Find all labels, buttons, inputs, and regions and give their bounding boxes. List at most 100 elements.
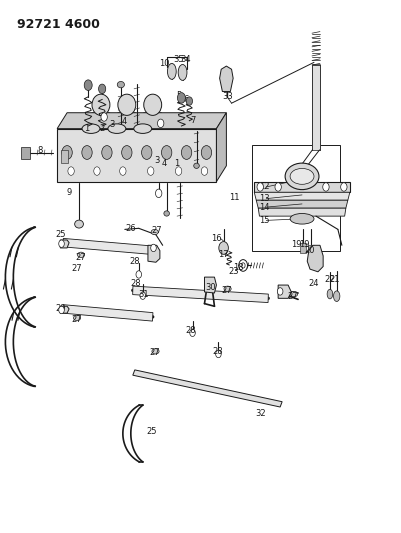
Ellipse shape	[75, 220, 83, 228]
Text: 28: 28	[212, 347, 223, 356]
Bar	[300, 243, 306, 253]
Text: 27: 27	[222, 286, 233, 295]
Circle shape	[82, 146, 92, 159]
Polygon shape	[60, 306, 69, 313]
Circle shape	[257, 183, 263, 191]
Polygon shape	[148, 245, 160, 262]
Text: 12: 12	[259, 182, 269, 191]
Text: 7: 7	[190, 116, 195, 125]
Text: 15: 15	[259, 216, 269, 225]
Polygon shape	[133, 286, 268, 303]
Circle shape	[59, 240, 64, 247]
Text: 28: 28	[130, 257, 140, 265]
Circle shape	[241, 263, 245, 268]
Circle shape	[341, 183, 347, 191]
Ellipse shape	[164, 211, 170, 216]
Polygon shape	[217, 113, 227, 182]
Text: 27: 27	[152, 226, 162, 235]
Circle shape	[59, 306, 64, 314]
Circle shape	[148, 167, 154, 175]
Circle shape	[94, 167, 100, 175]
Ellipse shape	[168, 63, 176, 79]
Circle shape	[177, 93, 185, 103]
Bar	[57, 128, 217, 182]
Polygon shape	[57, 113, 227, 128]
Text: 26: 26	[126, 224, 136, 233]
Circle shape	[122, 146, 132, 159]
Polygon shape	[60, 240, 69, 248]
Ellipse shape	[117, 82, 124, 88]
Text: 8: 8	[38, 147, 43, 156]
Text: 23: 23	[229, 268, 239, 276]
Circle shape	[62, 146, 72, 159]
Text: 14: 14	[259, 203, 269, 212]
Text: 16: 16	[211, 234, 222, 243]
Circle shape	[201, 167, 208, 175]
Circle shape	[175, 167, 182, 175]
Text: 27: 27	[71, 315, 81, 324]
Text: 30: 30	[205, 283, 216, 292]
Circle shape	[142, 146, 152, 159]
Text: 10: 10	[159, 60, 169, 68]
Ellipse shape	[290, 214, 314, 224]
Ellipse shape	[118, 94, 136, 115]
Circle shape	[277, 288, 283, 295]
Text: 22: 22	[325, 274, 335, 284]
Circle shape	[99, 84, 106, 94]
Text: 21: 21	[330, 274, 340, 284]
Bar	[308, 245, 314, 254]
Polygon shape	[63, 238, 157, 255]
Polygon shape	[254, 182, 350, 192]
Ellipse shape	[134, 124, 152, 133]
Circle shape	[219, 241, 229, 254]
Polygon shape	[63, 305, 153, 321]
Circle shape	[102, 146, 112, 159]
Text: 13: 13	[259, 194, 269, 203]
Polygon shape	[256, 200, 348, 208]
Text: 5: 5	[176, 91, 181, 100]
Circle shape	[162, 146, 172, 159]
Ellipse shape	[178, 64, 187, 80]
Text: 4: 4	[162, 159, 167, 167]
Bar	[61, 150, 68, 163]
Text: 19: 19	[299, 240, 309, 249]
Text: 1: 1	[84, 124, 90, 133]
Text: 29: 29	[55, 304, 66, 313]
Ellipse shape	[77, 252, 85, 257]
Circle shape	[158, 119, 164, 127]
Text: 20: 20	[304, 246, 314, 255]
Bar	[312, 65, 320, 150]
Circle shape	[119, 167, 126, 175]
Polygon shape	[278, 285, 291, 298]
Text: 34: 34	[180, 55, 191, 64]
Circle shape	[84, 80, 92, 91]
Ellipse shape	[152, 349, 159, 354]
Circle shape	[156, 189, 162, 198]
Text: 27: 27	[71, 264, 81, 272]
Polygon shape	[254, 192, 350, 200]
Text: 27: 27	[75, 253, 85, 262]
Text: 27: 27	[150, 348, 160, 357]
Bar	[252, 144, 340, 251]
Circle shape	[186, 97, 192, 106]
Polygon shape	[133, 370, 282, 407]
Text: 6: 6	[183, 95, 188, 104]
Circle shape	[140, 292, 146, 300]
Circle shape	[239, 262, 245, 271]
Circle shape	[239, 260, 247, 271]
Text: 11: 11	[229, 193, 240, 202]
Text: 28: 28	[130, 279, 141, 288]
Text: 17: 17	[218, 250, 229, 259]
Text: 9: 9	[67, 188, 72, 197]
Bar	[21, 147, 30, 159]
Text: 19: 19	[291, 240, 301, 249]
Text: 24: 24	[309, 279, 319, 288]
Text: 4: 4	[122, 117, 127, 126]
Polygon shape	[82, 113, 110, 128]
Text: 28: 28	[185, 326, 196, 335]
Polygon shape	[205, 277, 217, 293]
Text: 92721 4600: 92721 4600	[17, 18, 100, 31]
Circle shape	[136, 271, 142, 278]
Polygon shape	[258, 208, 346, 216]
Polygon shape	[134, 113, 162, 128]
